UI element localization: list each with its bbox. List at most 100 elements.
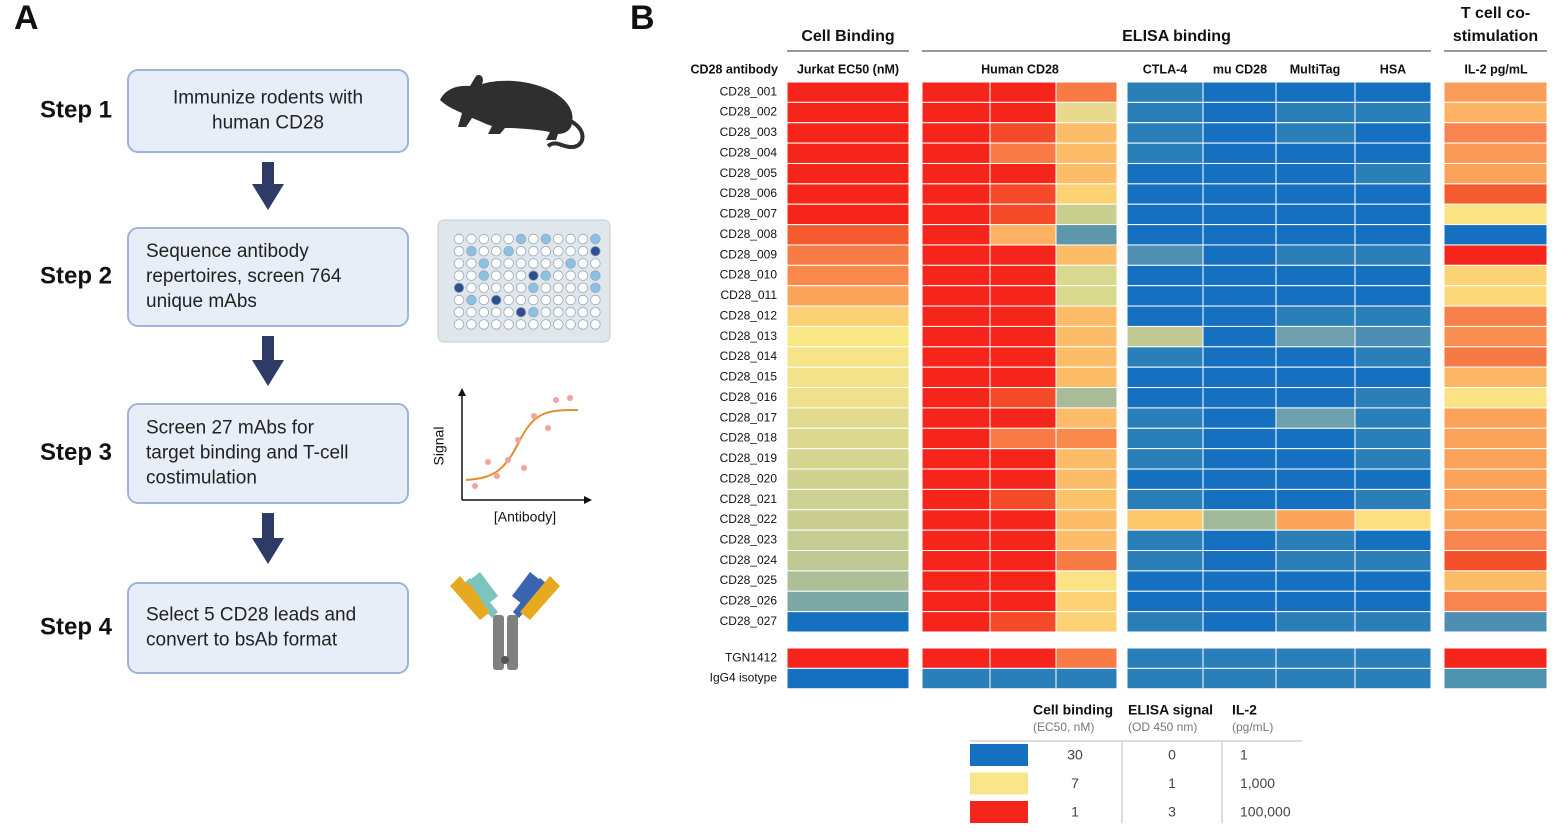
group-title: stimulation	[1453, 28, 1538, 45]
well	[590, 258, 601, 269]
heatmap-cell	[1202, 285, 1277, 307]
row-label: CD28_025	[720, 573, 778, 587]
well	[590, 319, 601, 330]
well	[503, 258, 514, 269]
step-text: Select 5 CD28 leads and	[146, 605, 356, 626]
heatmap-cell	[1126, 162, 1204, 185]
heatmap-cell	[1275, 611, 1356, 633]
well	[540, 282, 552, 294]
heatmap-cell	[1275, 122, 1356, 144]
well	[515, 258, 527, 269]
heatmap-cell	[1202, 244, 1277, 266]
row-label: CD28_027	[720, 614, 778, 628]
heatmap-cell	[989, 101, 1057, 124]
heatmap-cell	[1055, 590, 1118, 613]
heatmap-cell	[1055, 142, 1118, 164]
heatmap-cell	[1126, 203, 1204, 226]
step-text: unique mAbs	[146, 291, 257, 312]
heatmap-cell	[989, 264, 1057, 287]
well	[565, 294, 576, 306]
well	[515, 294, 527, 306]
well	[553, 294, 564, 306]
well	[466, 294, 477, 306]
heatmap-cell	[989, 203, 1057, 226]
heatmap-cell	[1275, 142, 1356, 164]
step-box	[127, 227, 409, 327]
step-text: convert to bsAb format	[146, 630, 338, 651]
heatmap-cell	[989, 122, 1057, 144]
heatmap-cell	[1055, 407, 1118, 429]
legend-value: 1	[1240, 747, 1248, 763]
heatmap-cell	[1055, 647, 1118, 669]
heatmap-cell	[1126, 285, 1204, 307]
heatmap-cell	[989, 529, 1057, 552]
heatmap-cell	[1126, 346, 1204, 368]
well	[553, 233, 564, 245]
heatmap-cell	[786, 305, 910, 327]
heatmap-cell	[1443, 570, 1548, 592]
heatmap-cell	[921, 142, 991, 164]
heatmap-cell	[1126, 647, 1204, 669]
heatmap-cell	[786, 468, 910, 490]
heatmap-cell	[1275, 264, 1356, 287]
step-text: Immunize rodents with	[173, 88, 363, 109]
heatmap-cell	[1202, 101, 1277, 124]
heatmap-cell	[1126, 122, 1204, 144]
heatmap-cell	[1055, 305, 1118, 327]
heatmap-cell	[786, 647, 910, 669]
heatmap-cell	[1443, 224, 1548, 246]
well	[577, 245, 589, 257]
legend-swatch	[970, 744, 1028, 766]
well	[528, 319, 539, 330]
well	[590, 270, 601, 281]
row-label: CD28_026	[720, 594, 778, 608]
column-header: mu CD28	[1213, 62, 1267, 76]
well	[540, 307, 552, 318]
well	[453, 233, 465, 245]
heatmap-cell	[1055, 468, 1118, 490]
well	[466, 319, 477, 330]
well	[503, 245, 514, 257]
heatmap-cell	[786, 667, 910, 690]
column-header: CD28 antibody	[690, 62, 778, 76]
group-title: ELISA binding	[1122, 28, 1231, 45]
column-header: Human CD28	[981, 62, 1059, 76]
heatmap-cell	[989, 325, 1057, 348]
heatmap-cell	[1202, 550, 1277, 572]
heatmap-cell	[921, 407, 991, 429]
heatmap-cell	[921, 667, 991, 690]
well	[577, 270, 589, 281]
row-label: CD28_003	[720, 125, 778, 139]
well	[466, 258, 477, 269]
well	[515, 270, 527, 281]
legend-value: 100,000	[1240, 804, 1291, 820]
heatmap-cell	[989, 142, 1057, 164]
heatmap-cell	[989, 81, 1057, 103]
row-label: CD28_013	[720, 329, 778, 343]
heatmap-cell	[786, 611, 910, 633]
heatmap-cell	[1202, 387, 1277, 409]
heatmap-cell	[1126, 550, 1204, 572]
heatmap-cell	[1202, 346, 1277, 368]
well	[478, 245, 490, 257]
heatmap-cell	[1443, 387, 1548, 409]
row-label: CD28_007	[720, 207, 778, 221]
step-text: costimulation	[146, 468, 257, 489]
row-label: CD28_023	[720, 533, 778, 547]
heatmap-cell	[989, 407, 1057, 429]
heatmap-cell	[921, 101, 991, 124]
heatmap-cell	[786, 407, 910, 429]
heatmap-cell	[1354, 509, 1432, 531]
well	[491, 307, 502, 318]
column-header: IL-2 pg/mL	[1464, 62, 1528, 76]
well	[565, 258, 576, 269]
well	[565, 319, 576, 330]
heatmap-cell	[1275, 529, 1356, 552]
well	[577, 294, 589, 306]
heatmap-cell	[1275, 570, 1356, 592]
row-label: CD28_001	[720, 84, 778, 98]
well	[553, 258, 564, 269]
plate-icon	[437, 219, 611, 343]
heatmap-cell	[989, 427, 1057, 450]
heatmap-cell	[1443, 529, 1548, 552]
